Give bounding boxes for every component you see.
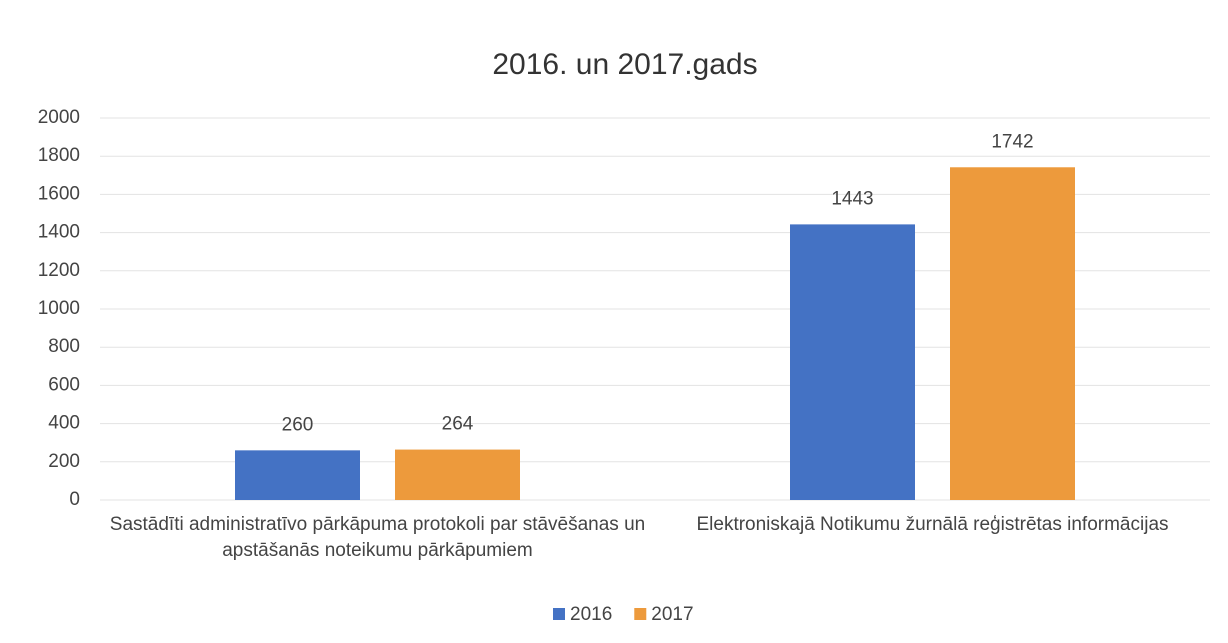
bar xyxy=(395,449,520,500)
bar xyxy=(790,224,915,500)
y-tick-label: 400 xyxy=(48,413,80,434)
data-label: 1742 xyxy=(991,131,1033,152)
y-tick-label: 800 xyxy=(48,336,80,357)
y-tick-label: 1200 xyxy=(38,260,80,281)
bar xyxy=(950,167,1075,500)
y-tick-label: 2000 xyxy=(38,107,80,128)
y-tick-label: 1400 xyxy=(38,222,80,243)
legend-label: 2016 xyxy=(570,604,612,625)
y-tick-label: 600 xyxy=(48,374,80,395)
x-tick-label: Elektroniskajā Notikumu žurnālā reģistrē… xyxy=(696,514,1169,535)
y-tick-label: 1000 xyxy=(38,298,80,319)
data-label: 264 xyxy=(442,414,474,435)
y-tick-label: 200 xyxy=(48,451,80,472)
y-tick-label: 1600 xyxy=(38,183,80,204)
y-tick-label: 0 xyxy=(69,489,80,510)
legend-swatch xyxy=(553,608,565,620)
legend-swatch xyxy=(634,608,647,620)
bar xyxy=(235,450,360,500)
data-label: 260 xyxy=(282,414,314,435)
chart-title: 2016. un 2017.gads xyxy=(492,48,757,81)
legend-label: 2017 xyxy=(651,604,693,625)
data-label: 1443 xyxy=(831,188,873,209)
y-tick-label: 1800 xyxy=(38,145,80,166)
x-tick-label: Sastādīti administratīvo pārkāpuma proto… xyxy=(109,514,646,561)
